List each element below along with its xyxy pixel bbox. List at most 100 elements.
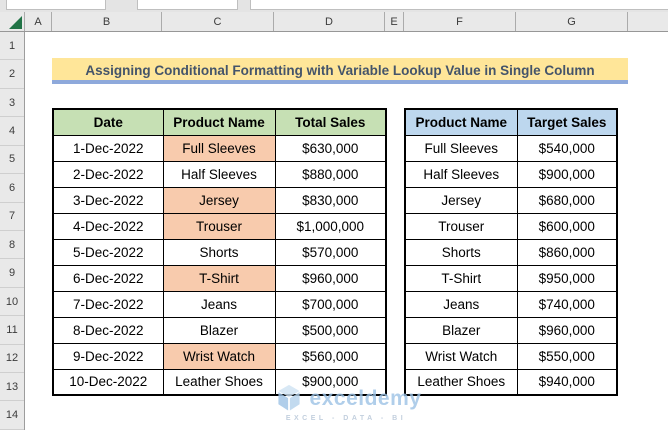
- table-row: 7-Dec-2022 Jeans $700,000: [52, 290, 387, 318]
- table-cell[interactable]: $940,000: [516, 368, 618, 396]
- table-cell[interactable]: 7-Dec-2022: [52, 290, 164, 318]
- table-cell[interactable]: $560,000: [274, 342, 387, 370]
- table-cell[interactable]: Jeans: [162, 290, 276, 318]
- table-cell[interactable]: $960,000: [274, 264, 387, 292]
- table-cell[interactable]: Half Sleeves: [162, 160, 276, 188]
- header-cell[interactable]: Date: [52, 108, 164, 136]
- table-row: Trouser $600,000: [404, 212, 618, 240]
- table-cell[interactable]: $500,000: [274, 316, 387, 344]
- table-row: Jeans $740,000: [404, 290, 618, 318]
- table-cell[interactable]: $950,000: [516, 264, 618, 292]
- row-header-4[interactable]: 4: [0, 117, 24, 146]
- target-table: Product Name Target Sales Full Sleeves $540…: [404, 108, 618, 396]
- title-banner-cell[interactable]: Assigning Conditional Formatting with Va…: [52, 58, 628, 84]
- table-row: Full Sleeves $540,000: [404, 134, 618, 162]
- table-row: Blazer $960,000: [404, 316, 618, 344]
- column-header-D[interactable]: D: [274, 12, 385, 31]
- table-cell[interactable]: Trouser: [404, 212, 518, 240]
- select-all-corner[interactable]: [0, 12, 25, 31]
- column-header-B[interactable]: B: [52, 12, 162, 31]
- formula-bar-strip: [0, 0, 668, 12]
- row-header-2[interactable]: 2: [0, 60, 24, 89]
- table-cell[interactable]: $540,000: [516, 134, 618, 162]
- table-cell[interactable]: $880,000: [274, 160, 387, 188]
- table-cell[interactable]: Jersey: [404, 186, 518, 214]
- table-cell[interactable]: 8-Dec-2022: [52, 316, 164, 344]
- insert-function-box[interactable]: [137, 0, 238, 10]
- table-row: 3-Dec-2022 Jersey $830,000: [52, 186, 387, 214]
- table-cell[interactable]: 3-Dec-2022: [52, 186, 164, 214]
- formula-bar[interactable]: [250, 0, 668, 10]
- column-header-F[interactable]: F: [404, 12, 516, 31]
- row-header-8[interactable]: 8: [0, 231, 24, 260]
- row-header-7[interactable]: 7: [0, 203, 24, 231]
- sales-table: Date Product Name Total Sales 1-Dec-2022 Ful…: [52, 108, 387, 396]
- table-row: T-Shirt $950,000: [404, 264, 618, 292]
- table-cell[interactable]: 9-Dec-2022: [52, 342, 164, 370]
- table-cell[interactable]: 1-Dec-2022: [52, 134, 164, 162]
- header-cell[interactable]: Target Sales: [516, 108, 618, 136]
- table-cell[interactable]: $570,000: [274, 238, 387, 266]
- table-row: 1-Dec-2022 Full Sleeves $630,000: [52, 134, 387, 162]
- column-header-A[interactable]: A: [25, 12, 52, 31]
- table-cell[interactable]: $830,000: [274, 186, 387, 214]
- table-cell[interactable]: 2-Dec-2022: [52, 160, 164, 188]
- table-cell[interactable]: 6-Dec-2022: [52, 264, 164, 292]
- watermark-tagline: EXCEL - DATA - BI: [285, 415, 407, 422]
- table-cell[interactable]: Half Sleeves: [404, 160, 518, 188]
- table-cell[interactable]: Jersey: [162, 186, 276, 214]
- table-row: 10-Dec-2022 Leather Shoes $900,000: [52, 368, 387, 396]
- row-header-13[interactable]: 13: [0, 373, 24, 402]
- row-header-5[interactable]: 5: [0, 146, 24, 175]
- row-headers: 1 2 3 4 5 6 7 8 9 10 11 12 13 14: [0, 32, 25, 430]
- row-header-6[interactable]: 6: [0, 174, 24, 203]
- table-cell[interactable]: Jeans: [404, 290, 518, 318]
- column-header-G[interactable]: G: [516, 12, 628, 31]
- table-cell[interactable]: Wrist Watch: [404, 342, 518, 370]
- table-cell[interactable]: $630,000: [274, 134, 387, 162]
- table-cell[interactable]: Shorts: [404, 238, 518, 266]
- table-cell[interactable]: T-Shirt: [162, 264, 276, 292]
- table-cell[interactable]: $600,000: [516, 212, 618, 240]
- header-cell[interactable]: Total Sales: [274, 108, 387, 136]
- table-cell[interactable]: $960,000: [516, 316, 618, 344]
- name-box[interactable]: [6, 0, 106, 10]
- column-header-filler: [628, 12, 668, 31]
- table-cell[interactable]: $900,000: [274, 368, 387, 396]
- table-cell[interactable]: Blazer: [404, 316, 518, 344]
- table-cell[interactable]: $860,000: [516, 238, 618, 266]
- header-cell[interactable]: Product Name: [404, 108, 518, 136]
- table-cell[interactable]: $1,000,000: [274, 212, 387, 240]
- table-cell[interactable]: $680,000: [516, 186, 618, 214]
- table-cell[interactable]: Shorts: [162, 238, 276, 266]
- table-cell[interactable]: Leather Shoes: [404, 368, 518, 396]
- table-row: Jersey $680,000: [404, 186, 618, 214]
- column-header-E[interactable]: E: [385, 12, 404, 31]
- row-header-11[interactable]: 11: [0, 316, 24, 345]
- row-header-1[interactable]: 1: [0, 32, 24, 61]
- table-cell[interactable]: Wrist Watch: [162, 342, 276, 370]
- table-cell[interactable]: $550,000: [516, 342, 618, 370]
- table-cell[interactable]: 10-Dec-2022: [52, 368, 164, 396]
- row-header-14[interactable]: 14: [0, 401, 24, 430]
- row-header-12[interactable]: 12: [0, 345, 24, 374]
- table-cell[interactable]: Blazer: [162, 316, 276, 344]
- table-cell[interactable]: Full Sleeves: [404, 134, 518, 162]
- table-cell[interactable]: T-Shirt: [404, 264, 518, 292]
- header-cell[interactable]: Product Name: [162, 108, 276, 136]
- table-cell[interactable]: 5-Dec-2022: [52, 238, 164, 266]
- table-cell[interactable]: Leather Shoes: [162, 368, 276, 396]
- column-header-C[interactable]: C: [162, 12, 274, 31]
- row-header-10[interactable]: 10: [0, 288, 24, 317]
- table-cell[interactable]: $700,000: [274, 290, 387, 318]
- table-cell[interactable]: $900,000: [516, 160, 618, 188]
- row-header-3[interactable]: 3: [0, 89, 24, 118]
- table-row: Wrist Watch $550,000: [404, 342, 618, 370]
- row-header-9[interactable]: 9: [0, 259, 24, 288]
- table-cell[interactable]: Trouser: [162, 212, 276, 240]
- table-cell[interactable]: Full Sleeves: [162, 134, 276, 162]
- table-cell[interactable]: $740,000: [516, 290, 618, 318]
- table-cell[interactable]: 4-Dec-2022: [52, 212, 164, 240]
